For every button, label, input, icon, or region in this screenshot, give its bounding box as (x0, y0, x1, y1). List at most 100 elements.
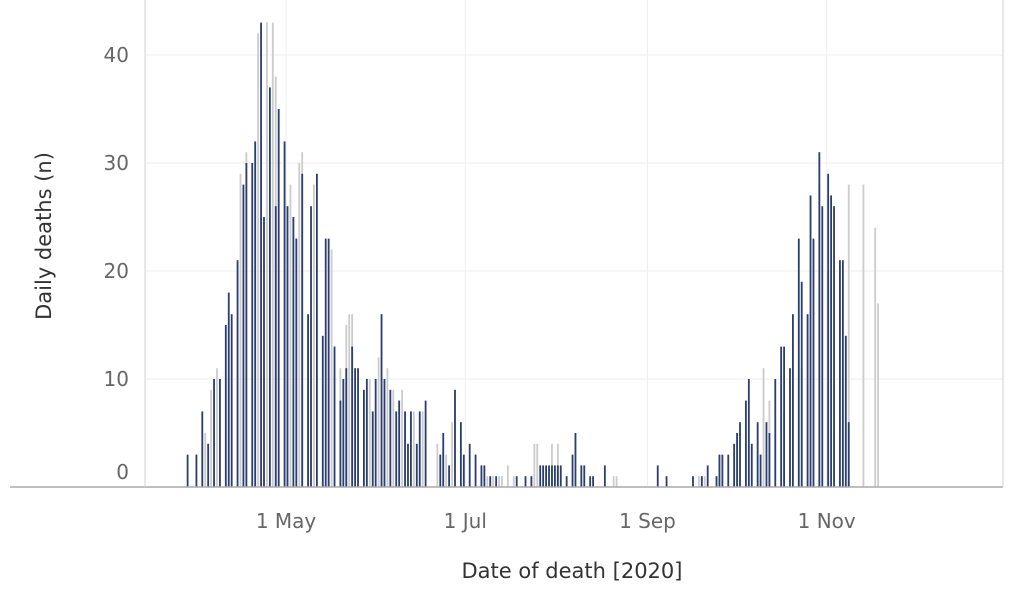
primary-bar (759, 454, 762, 487)
primary-bar (213, 379, 215, 487)
primary-bar (286, 206, 289, 487)
primary-bar (357, 368, 359, 487)
primary-bar (407, 443, 409, 487)
primary-bar (545, 465, 547, 487)
primary-bar (362, 389, 365, 487)
primary-bar (442, 433, 445, 487)
primary-bar (380, 314, 383, 487)
primary-bar (571, 454, 574, 487)
primary-bar (483, 465, 486, 487)
secondary-bar (216, 368, 218, 487)
primary-bar (489, 476, 492, 487)
primary-bar (736, 433, 738, 487)
primary-bar (733, 443, 736, 487)
primary-bar (301, 173, 304, 488)
primary-bar (307, 314, 309, 487)
x-axis-title: Date of death [2020] (462, 559, 683, 583)
primary-bar (727, 454, 730, 487)
primary-bar (383, 379, 386, 487)
primary-bar (268, 87, 271, 488)
primary-bar (415, 443, 418, 487)
primary-bar (439, 454, 442, 487)
secondary-bar (412, 411, 415, 487)
primary-bar (327, 238, 330, 487)
primary-bar (345, 368, 348, 487)
secondary-bar (762, 368, 765, 487)
secondary-bar (697, 476, 700, 487)
primary-bar (333, 346, 336, 487)
secondary-bar (386, 368, 389, 487)
primary-bar (448, 465, 451, 487)
primary-bar (756, 422, 759, 487)
primary-bar (715, 476, 718, 487)
primary-bar (783, 346, 786, 487)
primary-bar (227, 292, 230, 487)
secondary-bar (348, 314, 351, 487)
y-axis-title: Daily deaths (n) (32, 152, 56, 320)
primary-bar (351, 346, 354, 487)
primary-bar (224, 325, 227, 487)
secondary-bar (330, 249, 333, 487)
secondary-bar (512, 476, 515, 487)
primary-bar (827, 173, 830, 488)
primary-bar (480, 465, 483, 487)
primary-bar (424, 400, 427, 487)
x-tick-label: 1 Nov (798, 509, 856, 533)
primary-bar (542, 465, 545, 487)
primary-bar (254, 141, 257, 487)
primary-bar (744, 400, 747, 487)
primary-bar (251, 163, 254, 487)
primary-bar (324, 238, 327, 487)
secondary-bar (703, 476, 706, 487)
primary-bar (274, 206, 277, 487)
primary-bar (515, 476, 518, 487)
secondary-bar (847, 184, 850, 487)
primary-bar (321, 335, 324, 487)
secondary-bar (486, 476, 489, 487)
primary-bar (495, 476, 498, 487)
primary-bar (706, 465, 709, 487)
primary-bar (739, 422, 741, 487)
primary-bar (780, 346, 783, 487)
primary-bar (800, 281, 803, 487)
primary-bar (371, 411, 374, 487)
secondary-series (204, 22, 880, 488)
primary-bar (565, 476, 568, 487)
y-tick-label: 40 (104, 43, 129, 67)
secondary-bar (392, 389, 395, 487)
primary-bar (809, 195, 812, 487)
primary-bar (195, 454, 198, 487)
y-tick-label: 30 (104, 151, 129, 175)
primary-bar (797, 238, 800, 487)
secondary-bar (239, 173, 242, 488)
primary-bar (548, 465, 550, 487)
primary-bar (292, 217, 295, 487)
y-axis-ticks: 0 10 20 30 40 (104, 43, 129, 484)
primary-bar (277, 109, 280, 487)
primary-bar (468, 443, 471, 487)
primary-bar (219, 379, 221, 487)
primary-bar (551, 465, 553, 487)
primary-bar (260, 22, 262, 487)
secondary-bar (877, 303, 880, 487)
secondary-bar (533, 443, 536, 487)
secondary-bar (401, 389, 404, 487)
axes (10, 0, 1004, 488)
secondary-bar (612, 476, 615, 487)
secondary-bar (492, 476, 495, 487)
primary-bar (692, 476, 694, 487)
primary-bar (474, 454, 477, 487)
secondary-bar (257, 33, 260, 488)
primary-bar (245, 163, 248, 487)
secondary-bar (210, 389, 213, 487)
secondary-bar (377, 357, 380, 487)
primary-bar (283, 141, 286, 487)
secondary-bar (421, 411, 424, 487)
primary-bar (454, 389, 456, 487)
primary-bar (791, 314, 794, 487)
x-tick-label: 1 Jul (444, 509, 487, 533)
primary-bar (592, 476, 595, 487)
primary-bar (395, 411, 398, 487)
primary-bar (342, 379, 345, 487)
primary-bar (459, 422, 462, 487)
